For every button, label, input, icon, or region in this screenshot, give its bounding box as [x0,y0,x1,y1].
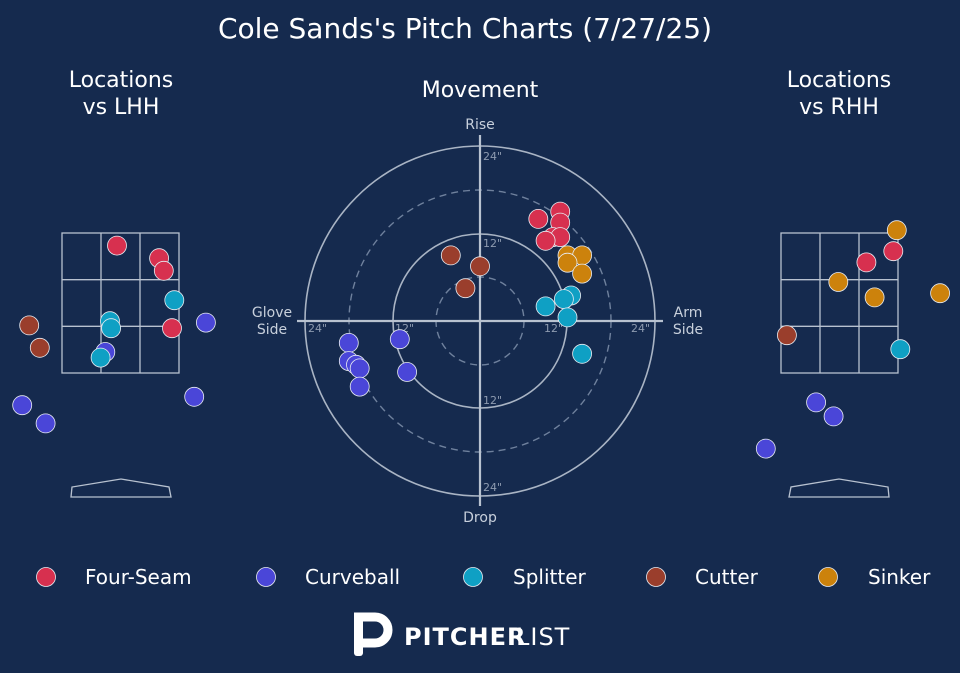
rhh-title-line1: Locations [787,68,892,93]
lhh-curveball-point-1 [195,312,216,333]
movement-splitter-point-2 [554,289,574,310]
lhh-splitter-point-3 [101,318,121,339]
legend-item-sinker: Sinker [818,565,931,589]
pitcherlist-p-icon [354,612,393,656]
legend-item-curveball: Curveball [256,565,400,589]
rhh-home-plate [788,478,890,498]
lhh-cutter-point-2 [29,337,50,358]
legend: Four-Seam Curveball Splitter Cutter Sink… [36,565,931,589]
rhh-sinker-point-2 [828,272,849,292]
label-drop: Drop [463,510,497,526]
legend-swatch-four-seam [36,567,56,587]
rhh-pitch-dots [755,220,950,459]
logo-word-list: LIST [516,623,570,651]
pitcherlist-logo: PITCHER LIST [354,612,570,656]
chart-title: Cole Sands's Pitch Charts (7/27/25) [218,12,712,45]
rhh-sinker-point-1 [886,220,907,241]
legend-item-splitter: Splitter [463,565,586,589]
ring-label-top-24: 24" [483,150,502,163]
movement-cutter-point-1 [440,245,461,266]
movement-curveball-point-7 [397,362,418,382]
label-rise: Rise [465,117,495,133]
ring-label-bottom-24: 24" [483,481,502,494]
rhh-curveball-point-1 [806,392,826,413]
movement-pitch-dots [338,201,592,397]
lhh-four-seam-point-1 [107,235,127,256]
logo-word-pitcher: PITCHER [404,623,526,651]
legend-label-splitter: Splitter [513,565,586,589]
ring-label-right-24: 24" [631,322,650,335]
rhh-cutter-point-1 [777,325,797,346]
legend-label-curveball: Curveball [305,565,400,589]
lhh-four-seam-point-4 [162,318,182,339]
movement-cutter-point-3 [455,278,476,299]
ring-label-right-12: 12" [544,322,563,335]
lhh-four-seam-point-3 [153,260,174,281]
movement-title: Movement [422,78,539,103]
movement-splitter-point-5 [572,343,592,364]
lhh-curveball-point-5 [184,386,205,407]
movement-four-seam-point-3 [528,208,549,229]
movement-panel: Movement Rise Drop Glove Side Arm Side 2… [252,78,703,526]
rhh-sinker-point-3 [864,287,885,308]
label-arm-side-2: Side [673,322,703,338]
movement-four-seam-point-6 [535,230,556,251]
legend-swatch-sinker [818,567,838,587]
ring-label-left-24: 24" [308,322,327,335]
movement-cutter-point-2 [470,256,490,277]
movement-sinker-point-3 [557,252,578,273]
lhh-home-plate [70,478,172,498]
label-arm-side-1: Arm [674,305,703,321]
label-glove-side-1: Glove [252,305,292,321]
movement-curveball-point-1 [338,332,359,353]
label-glove-side-2: Side [257,322,287,338]
movement-splitter-point-4 [557,307,578,328]
rhh-four-seam-point-2 [883,241,904,262]
lhh-splitter-point-1 [164,290,185,311]
lhh-curveball-point-4 [35,413,56,434]
legend-item-cutter: Cutter [646,565,759,589]
lhh-cutter-point-1 [19,315,40,336]
legend-swatch-splitter [463,567,483,587]
rhh-curveball-point-2 [823,406,844,427]
legend-label-four-seam: Four-Seam [85,565,192,589]
ring-label-bottom-12: 12" [483,394,502,407]
legend-item-four-seam: Four-Seam [36,565,192,589]
legend-swatch-curveball [256,567,276,587]
legend-label-cutter: Cutter [695,565,759,589]
lhh-pitch-dots [12,235,216,434]
legend-swatch-cutter [646,567,666,587]
rhh-panel: Locations vs RHH [755,68,950,498]
legend-label-sinker: Sinker [868,565,931,589]
rhh-four-seam-point-1 [856,252,877,273]
lhh-panel: Locations vs LHH [12,68,216,498]
movement-splitter-point-3 [535,296,556,317]
ring-label-top-12: 12" [483,237,502,250]
lhh-title-line1: Locations [69,68,174,93]
lhh-title-line2: vs LHH [83,95,160,120]
rhh-sinker-point-4 [930,283,950,304]
rhh-splitter-point-1 [890,339,911,360]
movement-curveball-point-5 [349,376,370,397]
movement-curveball-point-6 [389,329,410,350]
rhh-title-line2: vs RHH [799,95,879,120]
movement-sinker-point-4 [572,263,592,284]
lhh-curveball-point-3 [12,395,33,416]
movement-curveball-point-4 [349,358,370,379]
rhh-curveball-point-3 [755,438,776,459]
lhh-splitter-point-4 [90,347,111,368]
